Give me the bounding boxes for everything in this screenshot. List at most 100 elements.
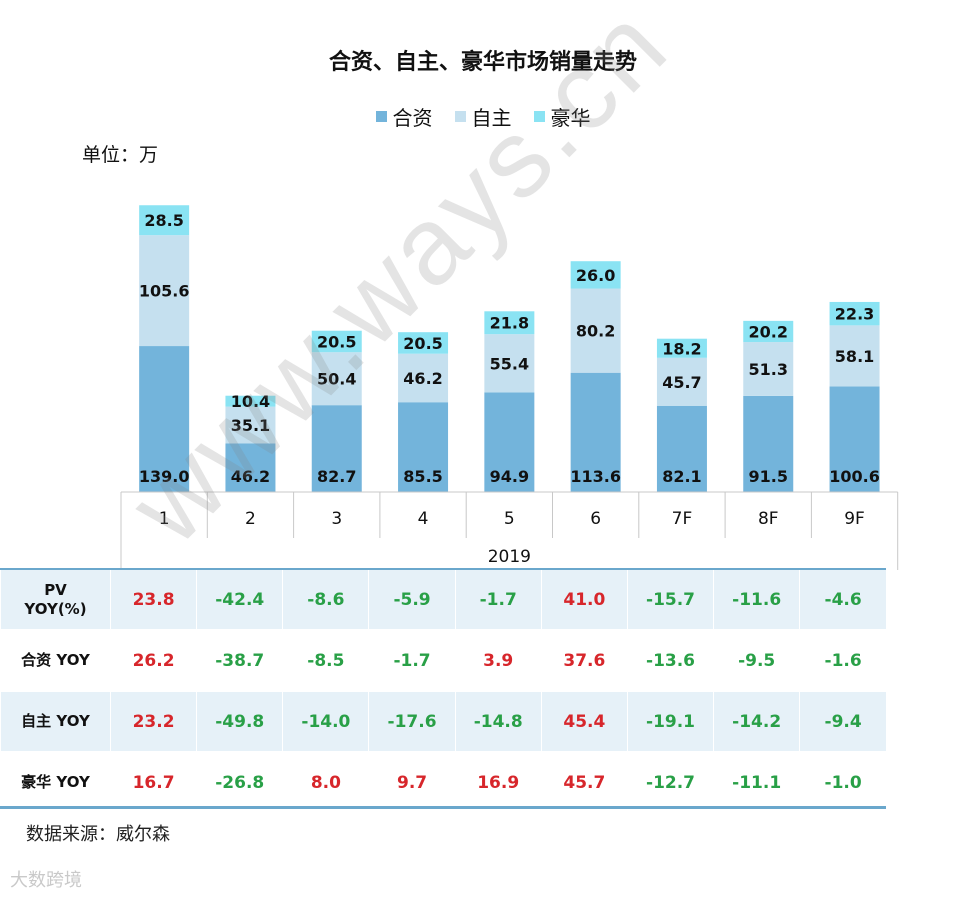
legend-label-zizhu: 自主: [471, 106, 512, 130]
bar-haohua-6: [570, 261, 621, 289]
bar-haohua-5: [484, 311, 535, 335]
bar-zizhu-8F: [743, 342, 794, 396]
table-cell: -38.7: [196, 630, 283, 691]
table-cell: 23.8: [109, 570, 197, 630]
legend-swatch-hezi: [375, 111, 387, 122]
bar-zizhu-6: [570, 288, 621, 373]
table-cell: -9.4: [799, 691, 886, 752]
x-tick-label-6: 6: [590, 509, 601, 529]
table-cell: -19.1: [626, 691, 714, 752]
table-cell: 16.9: [454, 752, 542, 813]
table-cell: -12.7: [626, 752, 714, 813]
legend-label-hezi: 合资: [392, 106, 433, 130]
x-tick-label-3: 3: [331, 509, 342, 529]
x-tick-label-9F: 9F: [844, 509, 865, 529]
value-label-zizhu-6: 80.2: [576, 322, 615, 341]
value-label-zizhu-7F: 45.7: [662, 373, 701, 392]
bar-haohua-3: [311, 330, 362, 353]
row-label-line1: 合资 YOY: [21, 651, 90, 669]
table-cell: -1.7: [368, 630, 456, 691]
value-label-zizhu-5: 55.4: [490, 354, 529, 373]
table-cell: -1.6: [799, 630, 886, 691]
table-cell: -26.8: [196, 752, 283, 813]
legend-swatch-zizhu: [454, 111, 466, 122]
bar-hezi-8F: [743, 395, 794, 492]
bar-haohua-9F: [829, 301, 880, 326]
value-label-zizhu-1: 105.6: [139, 282, 190, 301]
bar-hezi-4: [398, 402, 449, 492]
bar-haohua-2: [225, 395, 276, 407]
bar-hezi-7F: [656, 405, 707, 492]
row-label-line2: YOY(%): [24, 599, 87, 618]
table-cell: -14.2: [713, 691, 800, 752]
table-cell: -1.0: [799, 752, 886, 813]
value-label-zizhu-8F: 51.3: [749, 360, 788, 379]
legend-item-haohua: 豪华: [533, 102, 591, 131]
table-cell: 23.2: [109, 691, 197, 752]
value-label-hezi-1: 139.0: [139, 467, 190, 486]
table-cell: 37.6: [540, 630, 628, 691]
bar-zizhu-2: [225, 406, 276, 444]
table-cell: -42.4: [196, 570, 283, 630]
value-label-haohua-2: 10.4: [231, 392, 270, 411]
legend-swatch-haohua: [533, 111, 545, 122]
table-cell: -4.6: [799, 570, 886, 630]
table-cell: 41.0: [540, 570, 628, 630]
table-cell: 26.2: [109, 630, 197, 691]
bar-hezi-1: [139, 346, 190, 492]
table-cell: 45.7: [540, 752, 628, 813]
x-tick-label-8F: 8F: [758, 509, 779, 529]
bar-haohua-8F: [743, 320, 794, 343]
value-label-haohua-7F: 18.2: [662, 339, 701, 358]
row-label-line1: 自主 YOY: [21, 712, 90, 730]
value-label-haohua-9F: 22.3: [835, 305, 874, 324]
table-cell: -49.8: [196, 691, 283, 752]
x-tick-label-4: 4: [418, 509, 429, 529]
unit-label: 单位：万: [82, 144, 159, 166]
table-cell: -11.6: [713, 570, 800, 630]
chart-legend: 合资 自主 豪华: [0, 102, 966, 131]
bar-haohua-1: [139, 205, 190, 236]
table-cell: -15.7: [626, 570, 714, 630]
value-label-hezi-7F: 82.1: [662, 467, 701, 486]
bar-hezi-6: [570, 372, 621, 492]
value-label-haohua-5: 21.8: [490, 314, 529, 333]
table-cell: 8.0: [282, 752, 369, 813]
source-label: 数据来源：威尔森: [26, 824, 170, 845]
row-label: 合资 YOY: [0, 630, 111, 691]
bar-zizhu-5: [484, 334, 535, 393]
bar-zizhu-3: [311, 352, 362, 406]
table-cell: -1.7: [454, 570, 542, 630]
table-cell: 3.9: [454, 630, 542, 691]
yoy-table: PV YOY(%) 23.8 -42.4 -8.6 -5.9 -1.7 41.0 -15.7 -1…: [0, 570, 886, 814]
table-row: 合资 YOY 26.2 -38.7 -8.5 -1.7 3.9 37.6 -13.6 -9.5-…: [0, 630, 886, 691]
table-cell: 45.4: [540, 691, 628, 752]
value-label-zizhu-4: 46.2: [403, 369, 442, 388]
chart-title: 合资、自主、豪华市场销量走势: [328, 50, 637, 75]
table-cell: -14.8: [454, 691, 542, 752]
row-label-line1: 豪华 YOY: [21, 773, 90, 791]
bar-zizhu-1: [139, 235, 190, 347]
table-cell: -14.0: [282, 691, 369, 752]
value-label-hezi-4: 85.5: [403, 467, 442, 486]
bar-haohua-7F: [656, 338, 707, 358]
table-cell: 16.7: [109, 752, 197, 813]
value-label-haohua-8F: 20.2: [749, 322, 788, 341]
value-label-haohua-4: 20.5: [403, 334, 442, 353]
table-top-rule: [0, 568, 886, 571]
bar-haohua-4: [398, 332, 449, 354]
table-cell: -5.9: [368, 570, 456, 630]
logo-mark: 大数跨境: [10, 870, 82, 891]
legend-label-haohua: 豪华: [550, 106, 591, 130]
bar-zizhu-4: [398, 353, 449, 403]
x-tick-label-5: 5: [504, 509, 515, 529]
legend-item-hezi: 合资: [375, 102, 433, 131]
value-label-hezi-6: 113.6: [570, 467, 621, 486]
row-label: PV YOY(%): [0, 570, 111, 630]
table-row: 自主 YOY 23.2 -49.8 -14.0 -17.6 -14.8 45.4 -19.1-…: [0, 691, 886, 752]
value-label-haohua-1: 28.5: [144, 211, 183, 230]
value-label-zizhu-2: 35.1: [231, 416, 270, 435]
table-cell: -9.5: [713, 630, 800, 691]
table-cell: -13.6: [626, 630, 714, 691]
value-label-hezi-3: 82.7: [317, 467, 356, 486]
